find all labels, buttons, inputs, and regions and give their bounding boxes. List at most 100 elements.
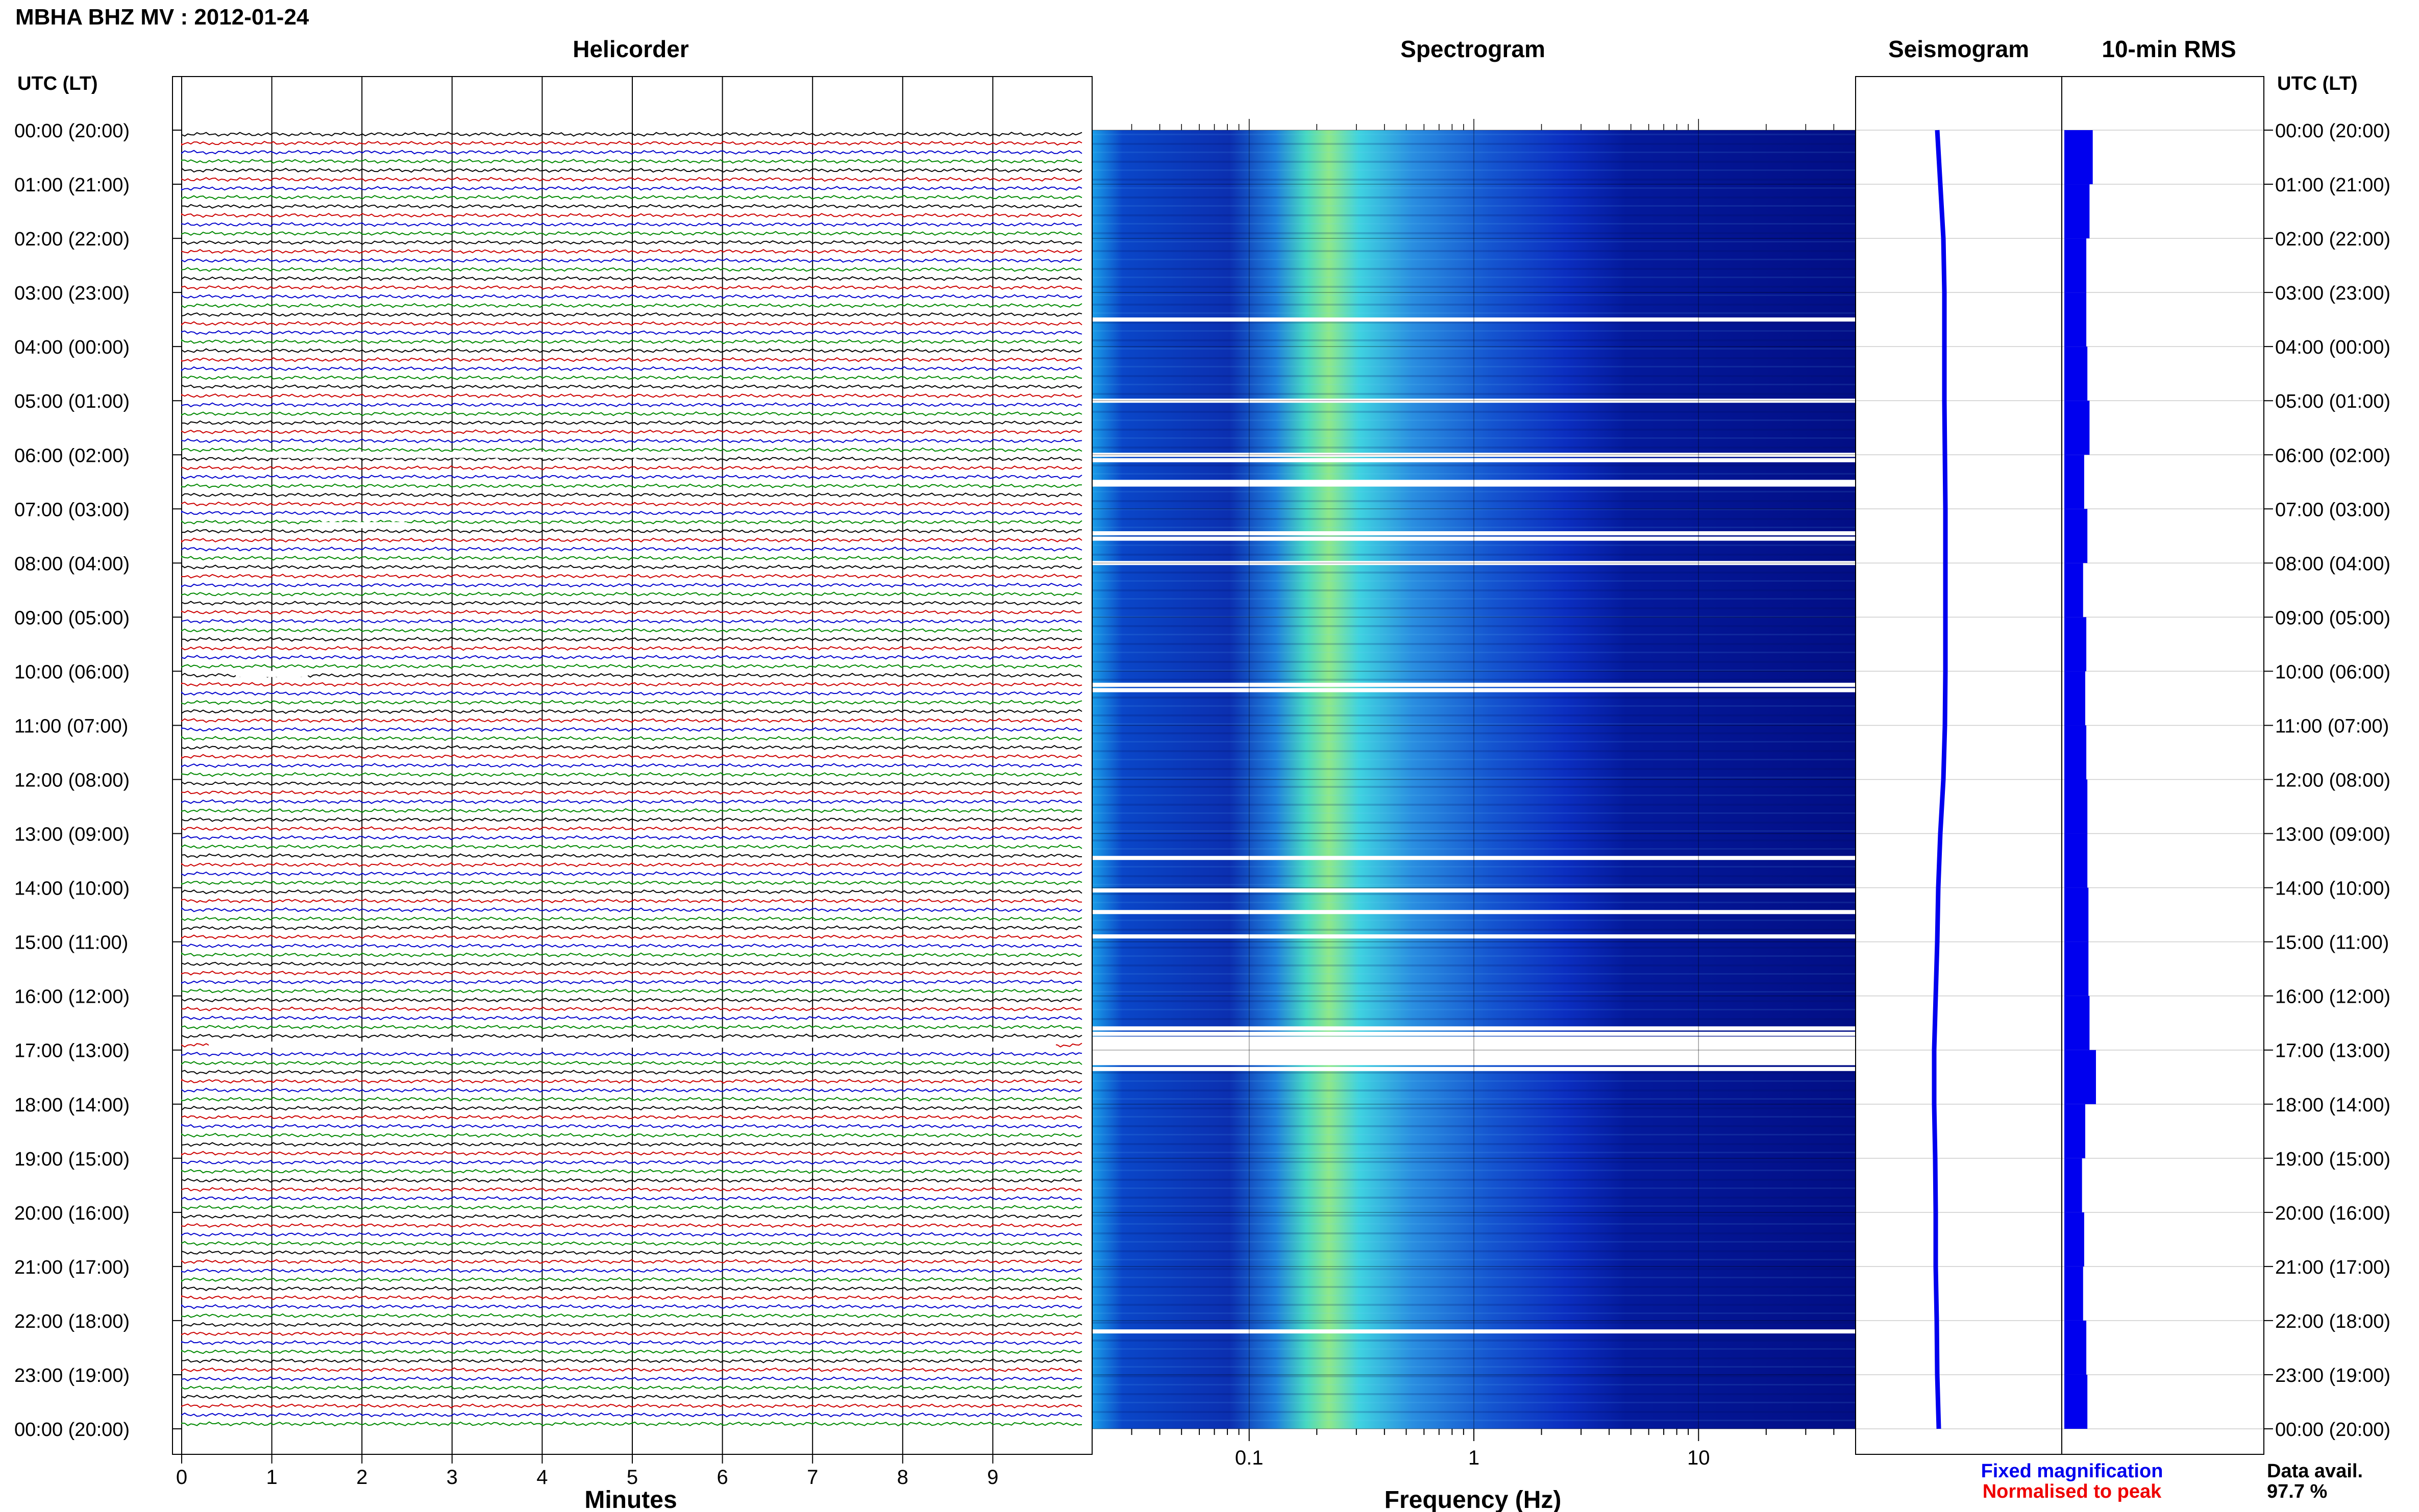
hour-label-right: 03:00 (23:00)	[2275, 283, 2390, 304]
helicorder-trace	[181, 1394, 1082, 1400]
helicorder-trace	[181, 582, 1082, 588]
helicorder-trace	[181, 447, 1082, 453]
spectrogram-gap	[1092, 458, 1856, 462]
hour-label-right: 12:00 (08:00)	[2275, 770, 2390, 791]
hour-label-right: 19:00 (15:00)	[2275, 1149, 2390, 1170]
helicorder-trace	[181, 402, 1082, 408]
helicorder-gap	[316, 522, 407, 529]
hour-label-right: 00:00 (20:00)	[2275, 120, 2390, 142]
hour-label-left: 05:00 (01:00)	[14, 391, 130, 412]
rms-bar	[2064, 779, 2088, 834]
hour-label-right: 17:00 (13:00)	[2275, 1040, 2390, 1062]
helicorder-trace	[181, 663, 1082, 669]
helicorder-trace	[181, 357, 1082, 362]
spectrogram-gap	[1092, 682, 1856, 687]
rms-bar	[2064, 1212, 2084, 1267]
rms-bar	[2064, 725, 2087, 780]
freq-tick-label: 10	[1687, 1447, 1710, 1469]
helicorder-trace	[181, 465, 1082, 470]
helicorder-trace	[181, 808, 1082, 813]
helicorder-trace	[181, 709, 1082, 714]
hour-label-right: 02:00 (22:00)	[2275, 229, 2390, 250]
helicorder-trace	[181, 646, 1082, 651]
helicorder-trace	[181, 1385, 1082, 1391]
rms-bar	[2064, 1104, 2085, 1158]
hour-label-right: 05:00 (01:00)	[2275, 391, 2390, 412]
helicorder-trace	[181, 194, 1082, 200]
hour-label-left: 22:00 (18:00)	[14, 1311, 130, 1332]
hour-label-left: 04:00 (00:00)	[14, 337, 130, 358]
chart-title: MBHA BHZ MV : 2012-01-24	[15, 5, 309, 30]
helicorder-trace	[181, 1151, 1082, 1156]
helicorder-trace	[181, 177, 1082, 182]
helicorder-trace	[181, 231, 1082, 236]
spectrogram-gap	[1092, 531, 1856, 536]
spectrogram-gap	[1092, 910, 1856, 914]
helicorder-trace	[181, 790, 1082, 796]
helicorder-trace	[181, 438, 1082, 443]
rms-bar	[2064, 671, 2085, 726]
helicorder-trace	[181, 916, 1082, 922]
helicorder-trace	[181, 1178, 1082, 1183]
helicorder-trace	[181, 1105, 1082, 1111]
hour-label-left: 06:00 (02:00)	[14, 445, 130, 466]
helicorder-trace	[181, 420, 1082, 426]
helicorder-trace	[181, 1087, 1082, 1093]
helicorder-trace	[181, 285, 1082, 290]
helicorder-gap	[208, 1042, 1056, 1048]
hour-label-left: 17:00 (13:00)	[14, 1040, 130, 1062]
helicorder-gap	[262, 452, 705, 458]
helicorder-trace	[181, 339, 1082, 344]
helicorder-trace	[181, 330, 1082, 335]
hour-label-left: 14:00 (10:00)	[14, 878, 130, 900]
rms-bar	[2064, 509, 2088, 563]
helicorder-trace	[181, 997, 1082, 1003]
helicorder-trace	[181, 1169, 1082, 1174]
rms-bar	[2064, 563, 2083, 617]
hour-label-right: 04:00 (00:00)	[2275, 337, 2390, 358]
freq-tick-label: 0.1	[1235, 1447, 1264, 1469]
helicorder-trace	[181, 258, 1082, 263]
helicorder-trace	[181, 1078, 1082, 1084]
helicorder-trace	[181, 727, 1082, 732]
helicorder-trace	[181, 898, 1082, 904]
helicorder-trace	[181, 1358, 1082, 1364]
seismogram-trace	[1932, 130, 1948, 1429]
helicorder-trace	[181, 537, 1082, 543]
helicorder-trace	[181, 1376, 1082, 1381]
hour-label-right: 00:00 (20:00)	[2275, 1419, 2390, 1441]
helicorder-trace	[181, 1340, 1082, 1346]
hour-label-left: 20:00 (16:00)	[14, 1203, 130, 1224]
frequency-axis-title: Frequency (Hz)	[1385, 1486, 1562, 1512]
helicorder-trace	[181, 312, 1082, 317]
helicorder-trace	[181, 961, 1082, 966]
helicorder-trace	[181, 574, 1082, 579]
helicorder-trace	[181, 1268, 1082, 1273]
helicorder-trace	[181, 934, 1082, 939]
helicorder-trace	[181, 601, 1082, 606]
helicorder-trace	[181, 979, 1082, 985]
rms-bar	[2064, 184, 2090, 239]
minute-tick-label: 3	[447, 1466, 458, 1489]
minute-tick-label: 8	[897, 1466, 908, 1489]
hour-labels: 00:00 (20:00) 00:00 (20:00) 01:00 (21:00) 0…	[14, 120, 2390, 1441]
spectrogram-gap	[1092, 1329, 1856, 1334]
helicorder-trace	[181, 384, 1082, 389]
helicorder-trace	[181, 1132, 1082, 1138]
right-axis-title: UTC (LT)	[2277, 73, 2358, 94]
helicorder-trace	[181, 1070, 1082, 1075]
helicorder-trace	[181, 167, 1082, 173]
helicorder-trace	[181, 276, 1082, 281]
hour-label-right: 16:00 (12:00)	[2275, 986, 2390, 1008]
helicorder-trace	[181, 1213, 1082, 1219]
helicorder-trace	[181, 1322, 1082, 1328]
helicorder-trace	[181, 835, 1082, 840]
spectrogram-gap	[1092, 856, 1856, 860]
helicorder-trace	[181, 150, 1082, 155]
helicorder-trace	[181, 871, 1082, 877]
helicorder-trace	[181, 1142, 1082, 1147]
minute-tick-label: 5	[627, 1466, 638, 1489]
rms-title: 10-min RMS	[2102, 36, 2236, 62]
helicorder-trace	[181, 844, 1082, 850]
helicorder-trace	[181, 510, 1082, 516]
